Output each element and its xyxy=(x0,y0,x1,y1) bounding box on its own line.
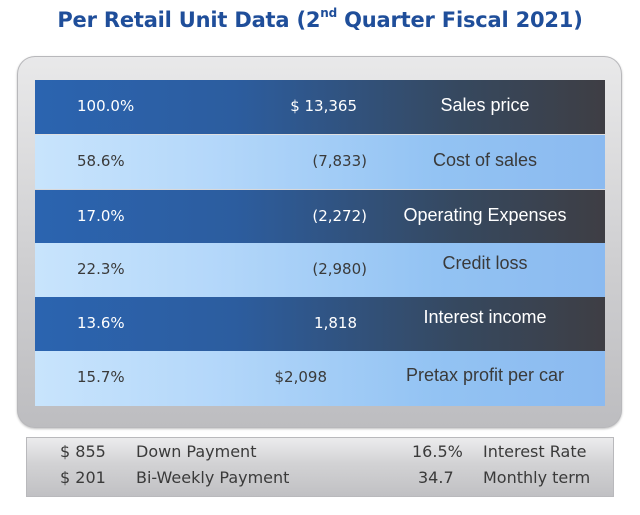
row-percent: 100.0% xyxy=(77,97,135,115)
monthly-term-value: 34.7 xyxy=(418,468,454,487)
table-row-pretax-profit: 15.7% $2,098 Pretax profit per car xyxy=(35,351,605,406)
page-title: Per Retail Unit Data (2nd Quarter Fiscal… xyxy=(0,6,640,32)
row-amount: (2,980) xyxy=(312,260,367,278)
row-label: Sales price xyxy=(440,95,530,115)
title-superscript: nd xyxy=(320,6,338,20)
row-amount: $2,098 xyxy=(274,368,328,386)
monthly-term-label: Monthly term xyxy=(483,468,591,487)
table-row-sales-price: 100.0% $ 13,365 Sales price xyxy=(35,80,605,134)
row-amount: (2,272) xyxy=(312,207,367,225)
down-payment-value: $ 855 xyxy=(60,442,106,461)
loan-terms-bar: $ 855 Down Payment 16.5% Interest Rate $… xyxy=(26,437,614,497)
table-row-interest-income: 13.6% 1,818 Interest income xyxy=(35,297,605,351)
row-percent: 22.3% xyxy=(77,260,125,278)
row-label: Cost of sales xyxy=(432,150,538,170)
row-label: Interest income xyxy=(423,307,547,327)
row-amount: $ 13,365 xyxy=(290,97,357,115)
title-prefix: Per Retail Unit Data (2 xyxy=(57,8,321,32)
row-percent: 15.7% xyxy=(77,368,125,386)
table-row-operating-expenses: 17.0% (2,272) Operating Expenses xyxy=(35,190,605,244)
interest-rate-value: 16.5% xyxy=(412,442,463,461)
row-amount: (7,833) xyxy=(312,152,367,170)
down-payment-label: Down Payment xyxy=(136,442,257,461)
interest-rate-label: Interest Rate xyxy=(483,442,587,461)
table-row-credit-loss: 22.3% (2,980) Credit loss xyxy=(35,243,605,297)
row-label: Operating Expenses xyxy=(403,205,567,225)
title-suffix: Quarter Fiscal 2021) xyxy=(337,8,583,32)
row-percent: 58.6% xyxy=(77,152,125,170)
row-percent: 17.0% xyxy=(77,207,125,225)
bi-weekly-payment-value: $ 201 xyxy=(60,468,106,487)
table-row-cost-of-sales: 58.6% (7,833) Cost of sales xyxy=(35,135,605,189)
row-percent: 13.6% xyxy=(77,314,125,332)
row-label: Pretax profit per car xyxy=(405,365,565,385)
bi-weekly-payment-label: Bi-Weekly Payment xyxy=(136,468,290,487)
row-amount: 1,818 xyxy=(314,314,357,332)
row-label: Credit loss xyxy=(442,253,528,273)
